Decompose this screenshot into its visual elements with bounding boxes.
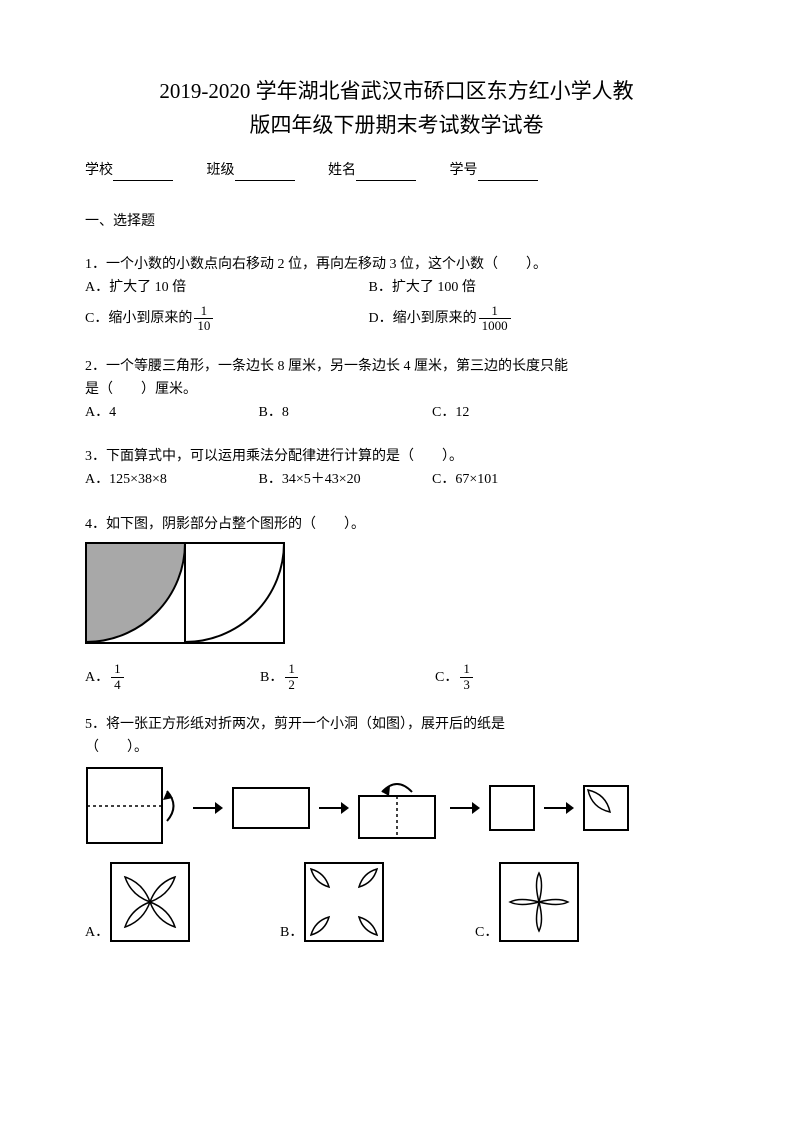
q5-text2: （ ）。 <box>85 737 708 758</box>
school-field: 学校 <box>85 160 173 181</box>
q1-options-row2: C．缩小到原来的110 D．缩小到原来的11000 <box>85 304 708 334</box>
student-info-row: 学校 班级 姓名 学号 <box>85 160 708 181</box>
q5-optC-figure <box>498 861 580 943</box>
title-line-1: 2019-2020 学年湖北省武汉市硚口区东方红小学人教 <box>85 75 708 109</box>
q5-optB-figure <box>303 861 385 943</box>
question-5: 5．将一张正方形纸对折两次，剪开一个小洞（如图），展开后的纸是 （ ）。 <box>85 714 708 943</box>
q5-optB-label: B． <box>280 922 303 943</box>
q4-optA-frac: 14 <box>111 662 124 692</box>
q2-optC: C．12 <box>432 402 469 424</box>
q5-step5 <box>582 784 630 832</box>
school-label: 学校 <box>85 163 113 178</box>
q2-optB: B．8 <box>259 402 429 424</box>
title-line-2: 版四年级下册期末考试数学试卷 <box>85 109 708 143</box>
q2-optA: A．4 <box>85 402 255 424</box>
q5-optA-figure <box>109 861 191 943</box>
class-underline <box>235 165 295 181</box>
q4-optC: C．13 <box>435 662 475 692</box>
q4-text: 4．如下图，阴影部分占整个图形的（ ）。 <box>85 514 708 535</box>
q1-options-row1: A．扩大了 10 倍 B．扩大了 100 倍 <box>85 277 708 300</box>
q1-optC: C．缩小到原来的110 <box>85 304 365 334</box>
q4-optB-frac: 12 <box>285 662 298 692</box>
arrow-icon <box>193 798 223 818</box>
question-2: 2．一个等腰三角形，一条边长 8 厘米，另一条边长 4 厘米，第三边的长度只能 … <box>85 356 708 425</box>
q5-folding-sequence <box>85 766 708 851</box>
q3-options: A．125×38×8 B．34×5＋43×20 C．67×101 <box>85 469 708 492</box>
q4-optC-prefix: C． <box>435 667 458 688</box>
q1-text: 1．一个小数的小数点向右移动 2 位，再向左移动 3 位，这个小数（ ）。 <box>85 254 708 275</box>
q5-optA-label: A． <box>85 922 109 943</box>
q5-text1: 5．将一张正方形纸对折两次，剪开一个小洞（如图），展开后的纸是 <box>85 714 708 735</box>
q1-optD: D．缩小到原来的11000 <box>369 304 513 334</box>
q5-step1 <box>85 766 185 851</box>
q5-optB: B． <box>280 861 475 943</box>
q4-figure <box>85 542 285 647</box>
name-underline <box>356 165 416 181</box>
q5-step3 <box>357 774 442 842</box>
q3-optC: C．67×101 <box>432 469 498 491</box>
q5-optC-label: C． <box>475 922 498 943</box>
arrow-icon <box>544 798 574 818</box>
name-label: 姓名 <box>328 163 356 178</box>
q2-options: A．4 B．8 C．12 <box>85 402 708 425</box>
q1-optD-frac: 11000 <box>479 304 511 334</box>
q4-options: A．14 B．12 C．13 <box>85 662 708 692</box>
id-label: 学号 <box>450 163 478 178</box>
section-header: 一、选择题 <box>85 211 708 232</box>
q5-step4 <box>488 784 536 832</box>
arrow-icon <box>319 798 349 818</box>
q1-optB: B．扩大了 100 倍 <box>369 277 476 299</box>
question-3: 3．下面算式中，可以运用乘法分配律进行计算的是（ ）。 A．125×38×8 B… <box>85 446 708 492</box>
q3-optA: A．125×38×8 <box>85 469 255 491</box>
id-field: 学号 <box>450 160 538 181</box>
question-1: 1．一个小数的小数点向右移动 2 位，再向左移动 3 位，这个小数（ ）。 A．… <box>85 254 708 333</box>
q5-options: A． B． C． <box>85 861 708 943</box>
q2-text1: 2．一个等腰三角形，一条边长 8 厘米，另一条边长 4 厘米，第三边的长度只能 <box>85 356 708 377</box>
q1-optC-frac: 110 <box>194 304 213 334</box>
q4-optA: A．14 <box>85 662 260 692</box>
arrow-icon <box>450 798 480 818</box>
q1-optD-prefix: D．缩小到原来的 <box>369 311 477 326</box>
q4-optC-frac: 13 <box>460 662 473 692</box>
question-4: 4．如下图，阴影部分占整个图形的（ ）。 A．14 B．12 C．13 <box>85 514 708 692</box>
class-field: 班级 <box>207 160 295 181</box>
q2-text2: 是（ ）厘米。 <box>85 379 708 400</box>
q5-optC: C． <box>475 861 580 943</box>
class-label: 班级 <box>207 163 235 178</box>
q5-step2 <box>231 786 311 831</box>
q4-optB: B．12 <box>260 662 435 692</box>
name-field: 姓名 <box>328 160 416 181</box>
q3-optB: B．34×5＋43×20 <box>259 469 429 491</box>
q5-optA: A． <box>85 861 280 943</box>
q1-optC-prefix: C．缩小到原来的 <box>85 311 192 326</box>
q4-optB-prefix: B． <box>260 667 283 688</box>
id-underline <box>478 165 538 181</box>
q1-optA: A．扩大了 10 倍 <box>85 277 365 299</box>
page-title: 2019-2020 学年湖北省武汉市硚口区东方红小学人教 版四年级下册期末考试数… <box>85 75 708 142</box>
q4-optA-prefix: A． <box>85 667 109 688</box>
school-underline <box>113 165 173 181</box>
q3-text: 3．下面算式中，可以运用乘法分配律进行计算的是（ ）。 <box>85 446 708 467</box>
